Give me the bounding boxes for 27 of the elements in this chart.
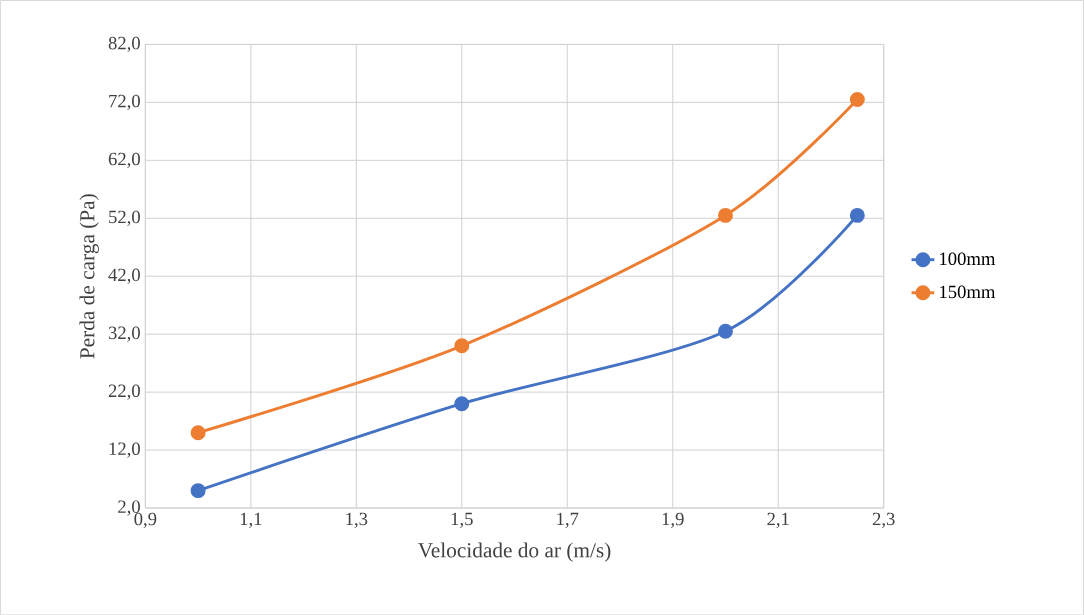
- x-tick-label: 2,3: [872, 512, 895, 528]
- y-tick-label: 82,0: [108, 36, 140, 52]
- y-tick-label: 32,0: [108, 326, 140, 342]
- point: [454, 396, 470, 411]
- x-axis-title: Velocidade do ar (m/s): [418, 542, 611, 562]
- point: [718, 207, 733, 223]
- point: [849, 91, 865, 107]
- y-tick-label: 52,0: [109, 210, 140, 226]
- legend-label: 100mm: [940, 252, 996, 265]
- point: [718, 323, 733, 339]
- y-tick-label: 22,0: [108, 384, 140, 400]
- y-axis-title: Perda de carga (Pa): [79, 194, 99, 359]
- point: [849, 207, 865, 223]
- point: [190, 482, 206, 498]
- y-tick-label: 62,0: [108, 152, 140, 168]
- point: [190, 425, 206, 440]
- legend-label: 150mm: [940, 285, 996, 298]
- x-tick-label: 1,3: [346, 512, 368, 528]
- x-tick-label: 1,7: [557, 512, 579, 528]
- y-tick-label: 72,0: [109, 94, 140, 110]
- x-tick-label: 1,9: [662, 512, 684, 528]
- y-tick-label: 12,0: [109, 442, 140, 458]
- y-tick-label: 42,0: [108, 268, 140, 284]
- point: [454, 338, 470, 354]
- x-tick-label: 2,1: [767, 512, 789, 528]
- x-tick-label: 1,1: [240, 512, 262, 528]
- x-tick-label: 1,5: [451, 512, 473, 528]
